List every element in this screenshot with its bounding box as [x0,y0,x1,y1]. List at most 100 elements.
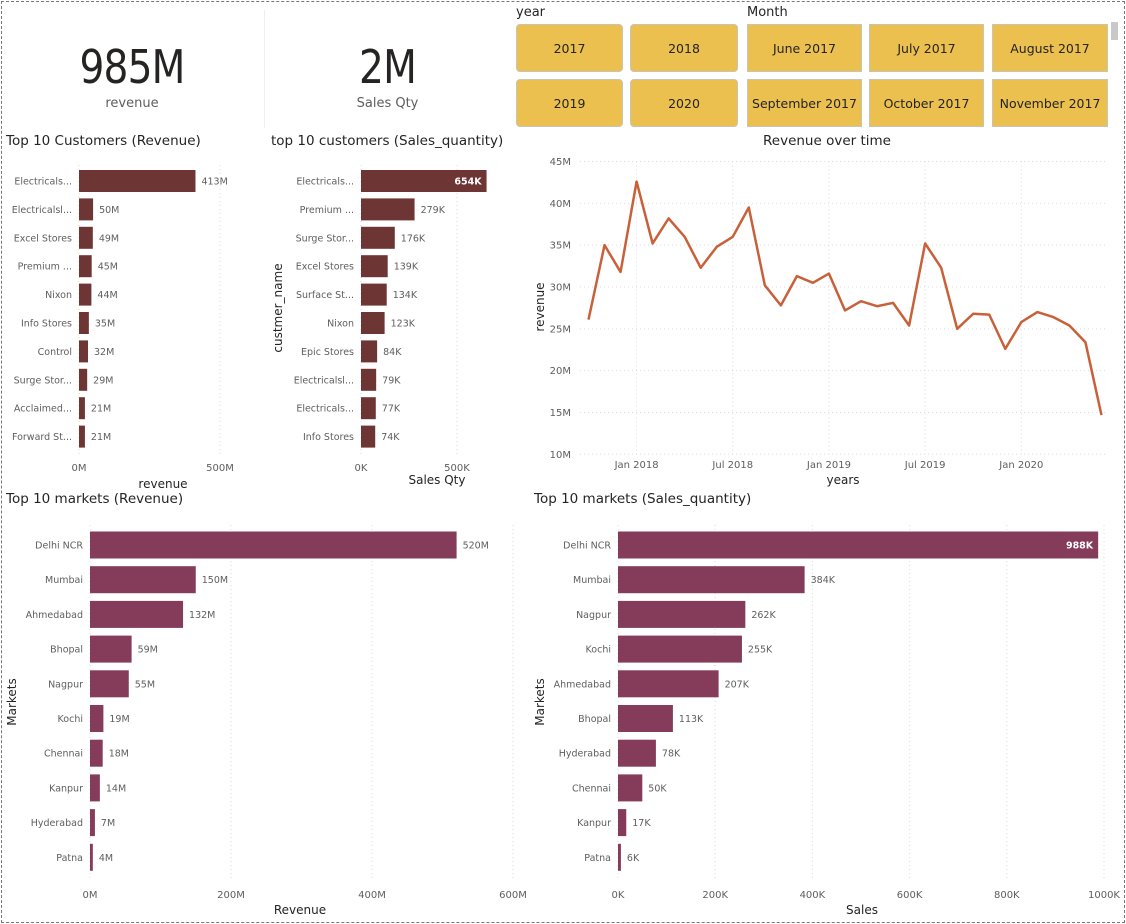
data-label: 134K [393,290,418,301]
category-label: Nixon [45,290,72,301]
category-label: Info Stores [21,319,72,330]
data-label: 49M [99,233,119,244]
data-label: 132M [189,610,215,621]
data-label: 7M [101,818,115,829]
data-label: 55M [135,679,155,690]
category-label: Surge Stor... [14,375,72,386]
bar [361,226,395,249]
slicer-scrollbar[interactable] [1111,22,1118,40]
data-label: 21M [91,432,111,443]
category-label: Electricals... [296,404,354,415]
category-label: Info Stores [303,432,354,443]
data-label: 18M [109,749,129,760]
bar [618,774,643,802]
kpi-card-revenue: 985M revenue [0,10,265,128]
bar [79,198,94,221]
category-label: Ahmedabad [26,610,83,621]
bar [90,531,457,559]
bar [361,397,376,420]
data-label: 84K [383,347,402,358]
bar [618,705,673,732]
y-axis-title: revenue [533,282,547,331]
month-slicer-label: Month [747,5,788,20]
x-axis-title: Revenue [274,903,326,917]
category-label: Electricals... [296,177,354,188]
x-tick-label: Jan 2018 [614,460,659,471]
data-label: 29M [93,375,113,386]
data-label: 113K [679,714,704,725]
month-option[interactable]: August 2017 [992,24,1108,72]
data-label: 384K [811,575,836,586]
month-option[interactable]: July 2017 [869,24,984,72]
bar [618,600,746,628]
bar [361,312,385,334]
chart-title: Top 10 markets (Sales_quantity) [534,491,752,507]
bar [361,198,415,221]
category-label: Mumbai [45,575,83,586]
category-label: Epic Stores [301,347,354,358]
year-slicer-label: year [516,5,546,20]
category-label: Patna [56,853,83,864]
data-label: 21M [91,404,111,415]
year-option-2019[interactable]: 2019 [516,79,623,127]
revenue-line [587,180,1103,416]
y-axis-title: custmer_name [271,263,285,352]
x-tick-label: 200K [702,890,728,901]
bar [90,600,184,628]
category-label: Electricals... [14,177,72,188]
month-option[interactable]: September 2017 [747,79,862,127]
bar [79,255,92,278]
x-tick-label: 400K [800,890,826,901]
year-option-2017[interactable]: 2017 [516,24,623,72]
data-label: 14M [106,783,126,794]
data-label: 4M [99,853,113,864]
category-label: Surge Stor... [296,233,354,244]
data-label: 654K [454,177,482,188]
category-label: Forward St... [12,432,72,443]
data-label: 79K [382,375,401,386]
year-option-2020[interactable]: 2020 [630,79,738,127]
x-tick-label: Jan 2019 [806,460,851,471]
month-option[interactable]: October 2017 [869,79,984,127]
bar [79,397,85,420]
data-label: 6K [627,853,640,864]
month-option[interactable]: June 2017 [747,24,862,72]
category-label: Excel Stores [14,233,72,244]
chart-title: Top 10 Customers (Revenue) [6,133,201,149]
category-label: Acclaimed... [14,404,72,415]
kpi-value: 2M [359,40,417,94]
kpi-card-sales-qty: 2M Sales Qty [265,10,510,128]
y-tick-label: 25M [550,324,571,335]
y-tick-label: 35M [550,241,571,252]
chart-title: Top 10 markets (Revenue) [6,491,184,507]
category-label: Excel Stores [296,262,354,273]
data-label: 35M [95,319,115,330]
data-label: 45M [98,262,118,273]
year-option-2018[interactable]: 2018 [630,24,738,72]
data-label: 520M [463,541,489,552]
bar [618,843,621,871]
chart-title: Revenue over time [763,133,891,149]
category-label: Delhi NCR [563,541,611,552]
x-tick-label: 1000K [1088,890,1120,901]
bar [90,739,103,767]
data-label: 77K [382,404,401,415]
bar [361,170,487,192]
category-label: Patna [584,853,611,864]
category-label: Kochi [586,645,611,656]
category-label: Premium ... [300,205,354,216]
data-label: 988K [1066,541,1094,552]
bar [79,425,85,448]
x-tick-label: 600M [499,890,527,901]
data-label: 139K [394,262,419,273]
category-label: Hyderabad [31,818,83,829]
category-label: Electricalsl... [294,375,354,386]
bar [361,368,377,391]
x-tick-label: 0K [355,463,368,474]
y-tick-label: 15M [550,408,571,419]
data-label: 150M [202,575,228,586]
category-label: Delhi NCR [35,541,83,552]
month-option[interactable]: November 2017 [992,79,1108,127]
x-axis-title: Sales Qty [408,473,465,487]
